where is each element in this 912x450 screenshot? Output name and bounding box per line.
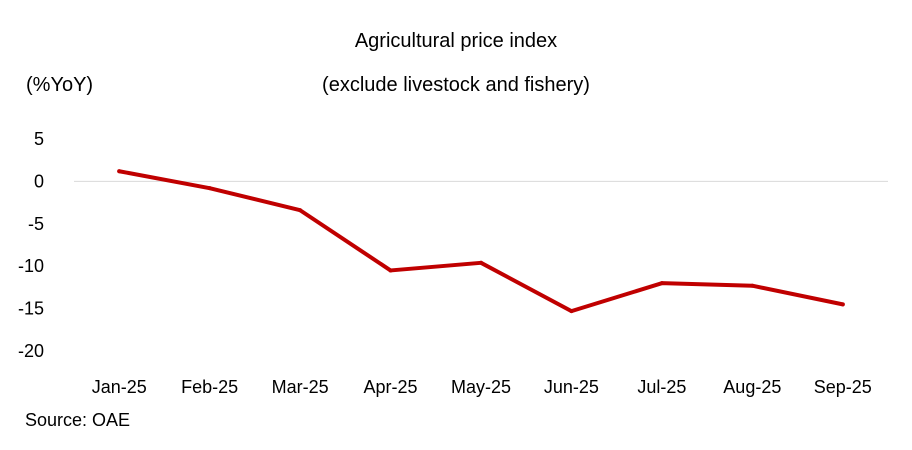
y-tick-label: -10 xyxy=(18,256,44,276)
y-tick-label: -5 xyxy=(28,214,44,234)
series-line xyxy=(117,169,845,314)
data-point xyxy=(207,186,212,191)
x-tick-label: May-25 xyxy=(451,377,511,397)
x-tick-label: Mar-25 xyxy=(272,377,329,397)
x-tick-label: Aug-25 xyxy=(723,377,781,397)
data-point xyxy=(388,268,393,273)
source-note: Source: OAE xyxy=(25,410,131,430)
x-tick-label: Apr-25 xyxy=(364,377,418,397)
y-axis-unit-label: (%YoY) xyxy=(26,74,94,96)
x-tick-label: Sep-25 xyxy=(814,377,872,397)
data-point xyxy=(298,208,303,213)
y-tick-label: -20 xyxy=(18,341,44,361)
data-point xyxy=(840,302,845,307)
y-tick-label: 5 xyxy=(34,129,44,149)
chart-subtitle: (exclude livestock and fishery) xyxy=(322,74,590,96)
chart-title: Agricultural price index xyxy=(354,30,558,52)
data-point xyxy=(479,260,483,265)
x-tick-label: Jun-25 xyxy=(544,377,599,397)
x-tick-label: Jul-25 xyxy=(637,377,686,397)
y-tick-label: -15 xyxy=(18,299,44,319)
data-point xyxy=(117,169,122,174)
x-tick-label: Feb-25 xyxy=(181,377,238,397)
data-point xyxy=(659,281,664,286)
data-point xyxy=(750,283,755,288)
x-tick-label: Jan-25 xyxy=(92,377,147,397)
y-tick-label: 0 xyxy=(34,171,44,191)
data-point xyxy=(569,309,574,314)
